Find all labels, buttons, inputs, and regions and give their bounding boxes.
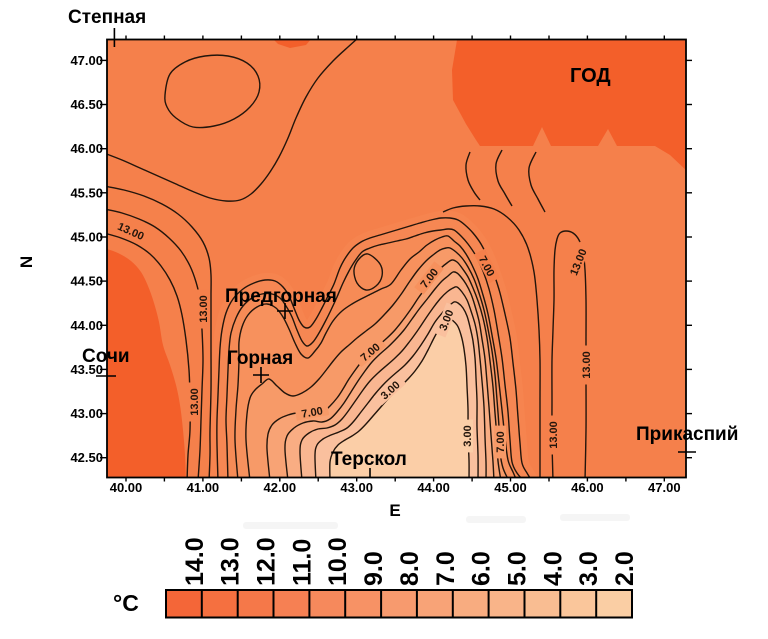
svg-text:13.00: 13.00 bbox=[189, 388, 201, 416]
svg-text:43.00: 43.00 bbox=[340, 480, 373, 495]
svg-text:Прикаспий: Прикаспий bbox=[636, 424, 738, 445]
svg-text:7.00: 7.00 bbox=[495, 431, 507, 452]
svg-text:°C: °C bbox=[113, 590, 139, 616]
svg-text:8.0: 8.0 bbox=[396, 551, 424, 586]
svg-text:46.00: 46.00 bbox=[571, 480, 604, 495]
svg-text:47.00: 47.00 bbox=[70, 53, 103, 68]
svg-text:42.50: 42.50 bbox=[70, 450, 103, 465]
svg-text:13.00: 13.00 bbox=[581, 351, 593, 379]
svg-text:43.00: 43.00 bbox=[70, 406, 103, 421]
svg-text:40.00: 40.00 bbox=[110, 480, 143, 495]
svg-text:46.50: 46.50 bbox=[70, 97, 103, 112]
svg-text:45.00: 45.00 bbox=[494, 480, 527, 495]
svg-text:46.00: 46.00 bbox=[70, 141, 103, 156]
svg-text:45.00: 45.00 bbox=[70, 230, 103, 245]
svg-text:3.00: 3.00 bbox=[462, 425, 474, 446]
svg-text:Степная: Степная bbox=[68, 7, 146, 28]
svg-text:9.0: 9.0 bbox=[360, 551, 388, 586]
svg-text:47.00: 47.00 bbox=[648, 480, 681, 495]
svg-text:44.50: 44.50 bbox=[70, 274, 103, 289]
svg-text:45.50: 45.50 bbox=[70, 185, 103, 200]
svg-text:Предгорная: Предгорная bbox=[225, 286, 337, 307]
svg-text:4.0: 4.0 bbox=[539, 551, 567, 586]
svg-text:13.00: 13.00 bbox=[198, 295, 210, 323]
svg-text:11.0: 11.0 bbox=[288, 539, 316, 586]
svg-text:44.00: 44.00 bbox=[417, 480, 450, 495]
svg-text:Терскол: Терскол bbox=[331, 449, 407, 470]
svg-text:43.50: 43.50 bbox=[70, 362, 103, 377]
svg-text:2.0: 2.0 bbox=[611, 551, 639, 586]
svg-text:14.0: 14.0 bbox=[181, 537, 209, 586]
svg-text:5.0: 5.0 bbox=[504, 551, 532, 586]
svg-text:3.0: 3.0 bbox=[575, 551, 603, 586]
svg-text:E: E bbox=[389, 501, 400, 520]
svg-text:7.0: 7.0 bbox=[432, 551, 460, 586]
svg-text:12.0: 12.0 bbox=[253, 537, 281, 586]
svg-text:Сочи: Сочи bbox=[82, 346, 130, 367]
svg-text:13.00: 13.00 bbox=[548, 421, 560, 449]
svg-text:N: N bbox=[17, 256, 36, 268]
svg-text:41.00: 41.00 bbox=[187, 480, 220, 495]
svg-text:10.0: 10.0 bbox=[324, 537, 352, 586]
svg-text:6.0: 6.0 bbox=[468, 551, 496, 586]
svg-text:7.00: 7.00 bbox=[301, 405, 324, 421]
svg-text:42.00: 42.00 bbox=[264, 480, 297, 495]
svg-text:ГОД: ГОД bbox=[570, 65, 611, 87]
svg-text:13.0: 13.0 bbox=[217, 537, 245, 586]
svg-text:44.00: 44.00 bbox=[70, 318, 103, 333]
svg-text:Горная: Горная bbox=[227, 348, 293, 369]
